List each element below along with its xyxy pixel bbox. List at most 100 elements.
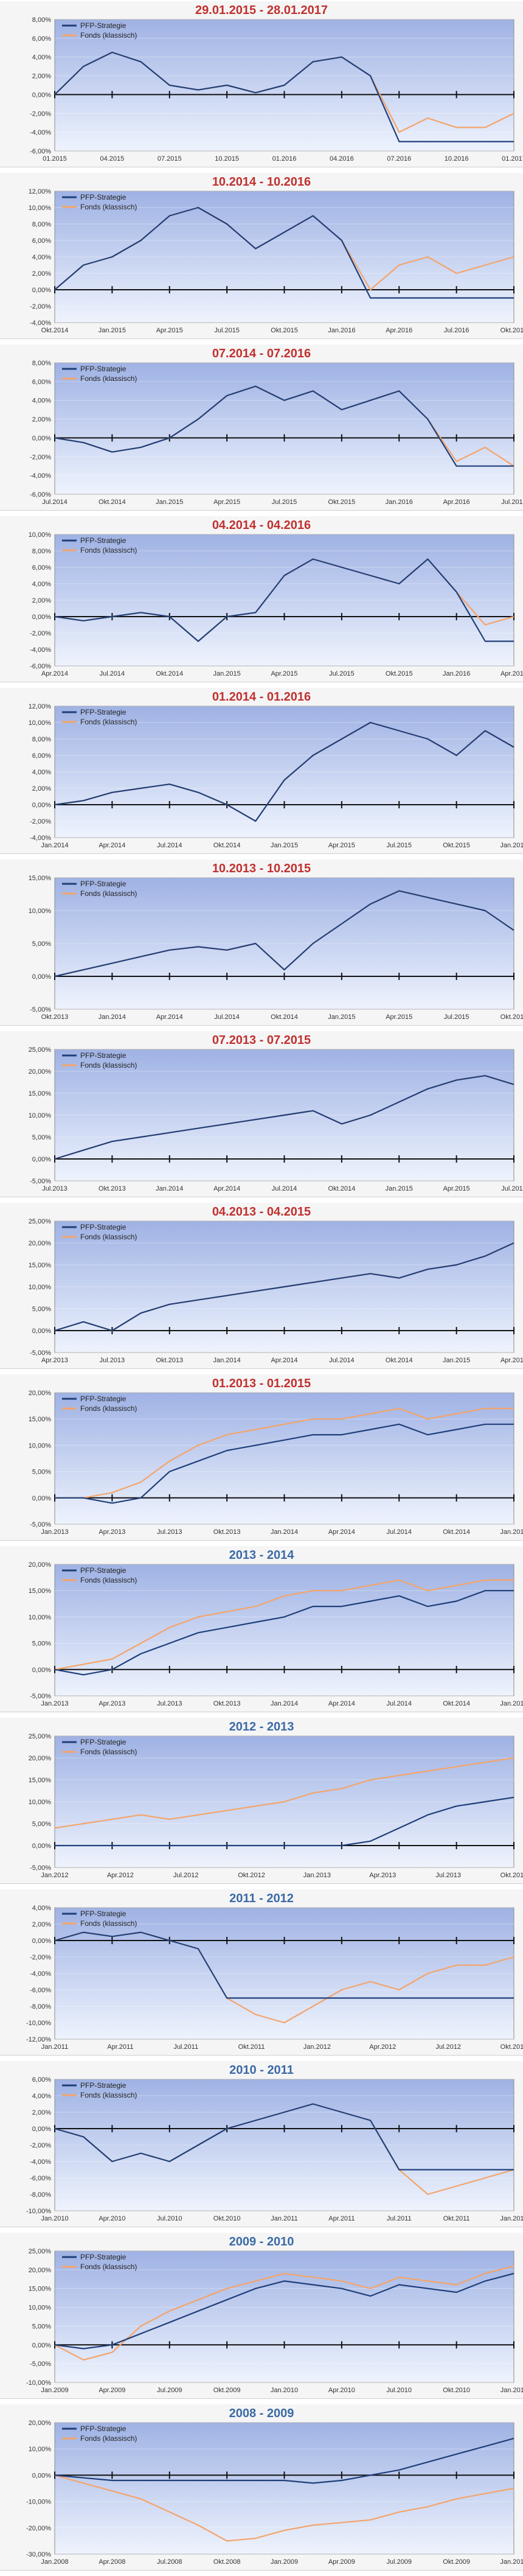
y-tick-label: 15,00% — [29, 1587, 52, 1595]
plot-area — [54, 1392, 514, 1525]
x-tick-label: Jul.2015 — [386, 842, 412, 849]
legend-label: PFP-Strategie — [80, 193, 126, 201]
chart-svg: 15,00% 10,00% 5,00% 0,00% -5,00%Okt.2013 Jan.… — [29, 875, 523, 1021]
legend-label: Fonds (klassisch) — [80, 2434, 137, 2443]
x-tick-label: 07.2016 — [387, 155, 411, 163]
legend: PFP-Strategie Fonds (klassisch) — [62, 1738, 137, 1756]
y-tick-label: 25,00% — [29, 1046, 52, 1054]
x-tick-label: Jul.2015 — [501, 1185, 523, 1192]
y-tick-label: -12,00% — [26, 2036, 51, 2043]
chart-title: 07.2013 - 07.2015 — [212, 1034, 311, 1047]
y-tick-label: 2,00% — [32, 785, 51, 793]
chart-panel: 2012 - 2013 25,00% 20,00% 15,00% 10,00% 5,00%… — [0, 1718, 523, 1884]
y-tick-label: 4,00% — [32, 769, 51, 776]
x-tick-label: Jan.2011 — [271, 2215, 297, 2222]
x-tick-label: Okt.2012 — [500, 2043, 523, 2051]
chart-title: 2013 - 2014 — [229, 1549, 294, 1562]
y-tick-label: 5,00% — [32, 1134, 51, 1141]
x-tick-label: Jan.2010 — [271, 2387, 298, 2394]
x-tick-label: Jan.2016 — [500, 842, 523, 849]
x-tick-label: Jan.2010 — [41, 2215, 68, 2222]
x-tick-label: Jan.2011 — [41, 2043, 68, 2051]
y-tick-label: 0,00% — [32, 2126, 51, 2133]
x-tick-label: Okt.2015 — [386, 670, 413, 677]
x-tick-label: Jan.2016 — [443, 670, 470, 677]
legend-label: PFP-Strategie — [80, 2253, 126, 2261]
y-tick-label: 15,00% — [29, 2286, 52, 2293]
series-line-pfp — [54, 51, 514, 142]
x-tick-label: Jul.2009 — [386, 2558, 412, 2566]
x-tick-label: Jul.2014 — [214, 1013, 240, 1021]
legend-label: PFP-Strategie — [80, 2424, 126, 2433]
y-tick-label: 8,00% — [32, 548, 51, 555]
x-tick-label: Apr.2015 — [156, 327, 183, 334]
y-tick-label: 4,00% — [32, 2093, 51, 2100]
legend-label: PFP-Strategie — [80, 1051, 126, 1060]
series-line-pfp — [55, 1423, 514, 1504]
x-tick-label: Jan.2015 — [271, 842, 298, 849]
legend-label: PFP-Strategie — [80, 1909, 126, 1918]
x-tick-label: Okt.2016 — [500, 327, 523, 334]
x-tick-label: Jan.2015 — [99, 327, 126, 334]
chart-svg: 25,00% 20,00% 15,00% 10,00% 5,00% 0,00% -5,00%… — [26, 2248, 523, 2394]
x-tick-label: Jul.2015 — [444, 1013, 469, 1021]
y-tick-label: 0,00% — [32, 1328, 51, 1335]
legend-label: PFP-Strategie — [80, 365, 126, 373]
y-tick-label: 5,00% — [32, 1306, 51, 1313]
x-tick-label: Jul.2013 — [435, 1872, 461, 1879]
plot-area — [54, 2079, 514, 2211]
x-tick-label: Okt.2013 — [500, 1872, 523, 1879]
x-tick-label: Jan.2015 — [443, 1357, 470, 1364]
x-tick-label: Jul.2014 — [157, 842, 182, 849]
y-tick-label: 10,00% — [29, 205, 52, 212]
y-tick-label: 0,00% — [32, 435, 51, 442]
x-tick-label: Apr.2016 — [500, 670, 523, 677]
x-tick-label: Okt.2012 — [238, 1872, 265, 1879]
chart-panel: 07.2013 - 07.2015 25,00% 20,00% 15,00% 10,00… — [0, 1031, 523, 1197]
x-tick-label: Jul.2012 — [435, 2043, 461, 2051]
legend-label: PFP-Strategie — [80, 1395, 126, 1403]
chart-svg: 12,00% 10,00% 8,00% 6,00% 4,00% 2,00% 0,00% -2,… — [29, 703, 523, 849]
x-tick-label: Jan.2015 — [156, 499, 183, 506]
y-tick-label: 0,00% — [32, 91, 51, 99]
x-tick-label: Apr.2014 — [99, 842, 125, 849]
chart-title: 2010 - 2011 — [229, 2063, 294, 2077]
y-tick-label: 8,00% — [32, 736, 51, 743]
x-tick-label: Okt.2013 — [156, 1357, 183, 1364]
x-tick-label: Apr.2010 — [328, 2387, 355, 2394]
y-tick-label: 0,00% — [32, 2342, 51, 2349]
legend-label: PFP-Strategie — [80, 2081, 126, 2090]
y-tick-label: 4,00% — [32, 54, 51, 61]
chart-title: 2009 - 2010 — [229, 2235, 294, 2249]
x-tick-label: Apr.2010 — [99, 2215, 125, 2222]
y-tick-label: -10,00% — [26, 2208, 51, 2215]
chart-title: 07.2014 - 07.2016 — [212, 347, 311, 360]
x-tick-label: Okt.2014 — [443, 1528, 470, 1536]
x-tick-label: 10.2016 — [445, 155, 469, 163]
x-tick-label: Okt.2010 — [213, 2215, 241, 2222]
y-tick-label: 2,00% — [32, 2109, 51, 2116]
y-tick-label: 15,00% — [29, 1262, 52, 1269]
y-tick-label: 6,00% — [32, 35, 51, 43]
x-tick-label: Okt.2015 — [500, 1013, 523, 1021]
y-tick-label: 12,00% — [29, 188, 52, 195]
series-line-pfp — [54, 2437, 514, 2484]
x-tick-label: Okt.2009 — [443, 2558, 470, 2566]
legend-label: Fonds (klassisch) — [80, 2263, 137, 2271]
legend-label: PFP-Strategie — [80, 1738, 126, 1746]
x-tick-label: Jan.2009 — [41, 2387, 68, 2394]
chart-svg: 4,00% 2,00% 0,00% -2,00% -4,00% -6,00% -8,00% -… — [26, 1905, 523, 2051]
y-tick-label: 6,00% — [32, 2076, 51, 2084]
y-tick-label: 10,00% — [29, 1799, 52, 1806]
chart-svg: 25,00% 20,00% 15,00% 10,00% 5,00% 0,00% -5,00%… — [29, 1046, 523, 1192]
x-tick-label: Apr.2012 — [107, 1872, 134, 1879]
x-tick-label: Okt.2011 — [238, 2043, 265, 2051]
y-tick-label: 20,00% — [29, 1755, 52, 1762]
y-tick-label: 10,00% — [29, 1112, 52, 1119]
x-tick-label: Okt.2013 — [41, 1013, 69, 1021]
chart-svg: 20,00%10,00%0,00%-10,00%-20,00%-30,00%Ja… — [26, 2420, 523, 2566]
x-tick-label: Okt.2013 — [99, 1185, 126, 1192]
y-tick-label: -10,00% — [26, 2020, 51, 2027]
y-tick-label: 2,00% — [32, 597, 51, 604]
series-line-fonds — [54, 1757, 514, 1829]
